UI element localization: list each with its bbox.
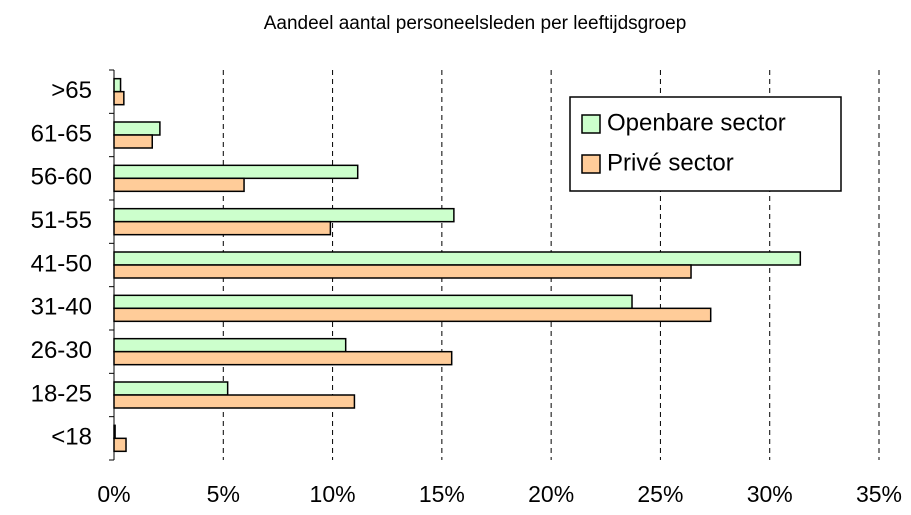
bar bbox=[113, 264, 692, 279]
bar bbox=[113, 381, 229, 396]
bar bbox=[113, 394, 356, 409]
chart-title: Aandeel aantal personeelsleden per leeft… bbox=[264, 13, 687, 34]
legend-box bbox=[569, 96, 842, 192]
x-tick-label: 30% bbox=[747, 481, 793, 507]
bar bbox=[113, 294, 633, 310]
x-tick-label: 25% bbox=[637, 481, 683, 507]
bar bbox=[113, 207, 455, 223]
y-tick-label: 31-40 bbox=[31, 294, 92, 321]
bar bbox=[113, 134, 153, 149]
bar bbox=[113, 337, 347, 353]
y-tick-label: 51-55 bbox=[31, 207, 92, 234]
y-tick-label: 56-60 bbox=[31, 164, 92, 191]
bar bbox=[113, 424, 116, 440]
y-tick-label: >65 bbox=[51, 77, 92, 104]
bar bbox=[113, 251, 802, 266]
y-tick-label: 41-50 bbox=[31, 250, 92, 277]
x-tick-label: 35% bbox=[856, 481, 902, 507]
x-tick-label: 0% bbox=[97, 481, 130, 507]
legend-label: Openbare sector bbox=[607, 109, 786, 136]
y-tick-label: 18-25 bbox=[31, 380, 92, 407]
bar bbox=[113, 350, 453, 366]
y-tick-label: 26-30 bbox=[31, 337, 92, 364]
bar bbox=[113, 307, 712, 323]
x-tick-label: 10% bbox=[310, 481, 356, 507]
bar bbox=[113, 437, 127, 453]
bar bbox=[113, 121, 161, 136]
bar bbox=[113, 77, 122, 93]
x-tick-label: 15% bbox=[419, 481, 465, 507]
legend-swatch bbox=[581, 114, 601, 134]
bar bbox=[113, 220, 332, 236]
x-tick-label: 5% bbox=[207, 481, 240, 507]
y-tick-label: 61-65 bbox=[31, 120, 92, 147]
y-tick-label: <18 bbox=[51, 424, 92, 451]
bar bbox=[113, 177, 245, 193]
bar bbox=[113, 90, 125, 106]
legend-label: Privé sector bbox=[607, 149, 734, 176]
x-tick-label: 20% bbox=[528, 481, 574, 507]
legend-swatch bbox=[581, 154, 601, 174]
bar bbox=[113, 164, 359, 180]
